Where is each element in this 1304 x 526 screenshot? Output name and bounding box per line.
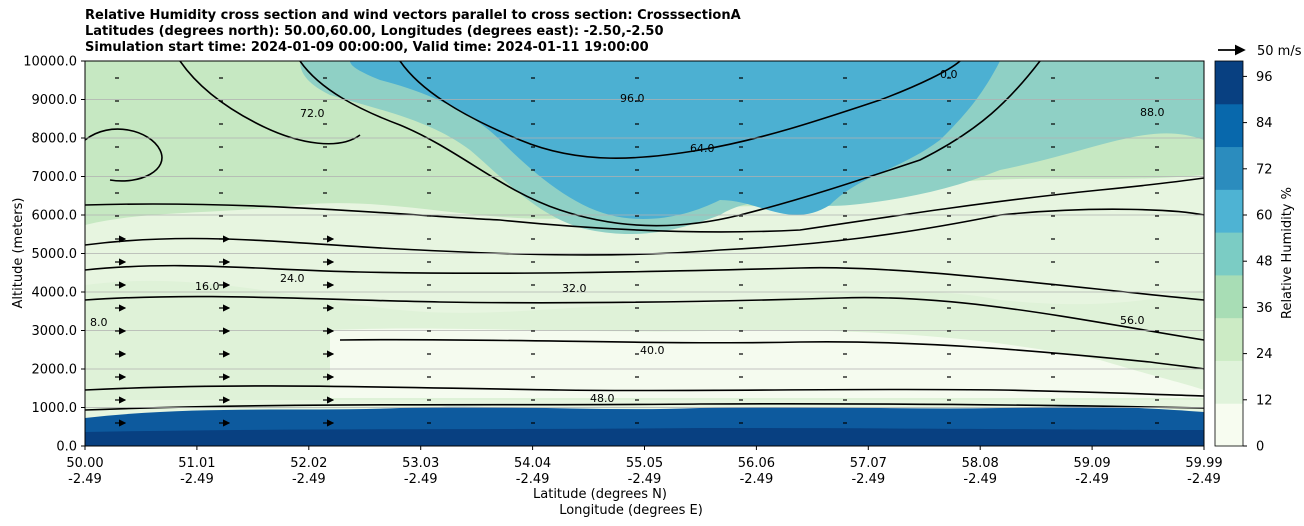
- plot-area: 8.0 16.0 24.0 32.0 40.0 48.0 56.0 64.0 72.0 88.0 9…: [85, 61, 1204, 446]
- chart-title-line-1: Relative Humidity cross section and wind…: [85, 8, 741, 23]
- colorbar-segment: [1215, 403, 1243, 447]
- rh-contour-line: [85, 295, 1204, 341]
- wind-reference-label: 50 m/s: [1257, 44, 1302, 59]
- rh-contour-line: [85, 208, 1204, 256]
- y-tick-label: 3000.0: [32, 324, 78, 339]
- rh-contour-line: [299, 61, 1041, 227]
- colorbar-segment: [1215, 360, 1243, 404]
- colorbar-label: Relative Humidity %: [1280, 187, 1295, 319]
- rh-fill-band: [350, 61, 1000, 220]
- rh-contour-line: [399, 61, 961, 159]
- colorbar-tick-label: 96: [1256, 70, 1273, 85]
- colorbar-tick-label: 12: [1256, 393, 1273, 408]
- rh-contour-line: [85, 403, 1204, 411]
- y-tick-label: 2000.0: [32, 363, 78, 378]
- colorbar-segment: [1215, 61, 1243, 105]
- contour-label: 8.0: [90, 316, 108, 329]
- colorbar-tick-label: 60: [1256, 209, 1273, 224]
- x-tick-label-latitude: 54.04: [514, 456, 551, 471]
- x-tick-label-longitude: -2.49: [404, 472, 438, 487]
- x-tick-label-longitude: -2.49: [516, 472, 550, 487]
- x-tick-label-longitude: -2.49: [1187, 472, 1221, 487]
- rh-contour-line: [85, 128, 163, 182]
- y-tick-label: 1000.0: [32, 401, 78, 416]
- y-tick-label: 9000.0: [32, 93, 78, 108]
- x-tick-label-latitude: 55.05: [626, 456, 663, 471]
- colorbar-segment: [1215, 232, 1243, 276]
- x-tick-label-longitude: -2.49: [68, 472, 102, 487]
- x-tick-label-longitude: -2.49: [1075, 472, 1109, 487]
- contour-label: 32.0: [562, 282, 587, 295]
- contour-label: 72.0: [300, 107, 325, 120]
- y-tick-label: 0.0: [56, 440, 77, 455]
- chart-title-line-3: Simulation start time: 2024-01-09 00:00:…: [85, 40, 649, 55]
- x-tick-label-latitude: 53.03: [402, 456, 439, 471]
- contour-label: 48.0: [590, 392, 615, 405]
- rh-contour-line: [85, 264, 1204, 301]
- y-tick-label: 5000.0: [32, 247, 78, 262]
- contour-label: 88.0: [1140, 106, 1165, 119]
- rh-fill-band: [85, 428, 1204, 446]
- colorbar-segment: [1215, 146, 1243, 190]
- x-tick-label-latitude: 56.06: [738, 456, 775, 471]
- colorbar-tick-label: 36: [1256, 301, 1273, 316]
- x-tick-label-latitude: 50.00: [66, 456, 103, 471]
- contour-label: 0.0: [940, 68, 958, 81]
- x-tick-label-longitude: -2.49: [292, 472, 326, 487]
- x-tick-label-latitude: 52.02: [290, 456, 327, 471]
- x-tick-label-longitude: -2.49: [180, 472, 214, 487]
- colorbar: 0 12 24 36 48 60 72 84 96: [1214, 60, 1273, 455]
- x-tick-label-latitude: 57.07: [850, 456, 887, 471]
- rh-contour-line: [339, 338, 1204, 370]
- x-tick-label-latitude: 51.01: [178, 456, 215, 471]
- rh-contour-line: [85, 177, 1204, 233]
- y-tick-label: 10000.0: [23, 55, 77, 70]
- contour-label: 40.0: [640, 344, 665, 357]
- y-tick-label: 6000.0: [32, 209, 78, 224]
- colorbar-tick-label: 24: [1256, 347, 1273, 362]
- colorbar-tick-label: 48: [1256, 255, 1273, 270]
- colorbar-segment: [1215, 103, 1243, 148]
- chart-title-line-2: Latitudes (degrees north): 50.00,60.00, …: [85, 24, 664, 39]
- x-tick-label-longitude: -2.49: [963, 472, 997, 487]
- contour-label: 24.0: [280, 272, 305, 285]
- x-tick-label-longitude: -2.49: [740, 472, 774, 487]
- x-tick-label-latitude: 59.99: [1185, 456, 1222, 471]
- x-axis-label-longitude: Longitude (degrees E): [559, 503, 703, 518]
- x-axis-label-latitude: Latitude (degrees N): [533, 487, 667, 502]
- colorbar-segment: [1215, 274, 1243, 319]
- colorbar-segment: [1215, 189, 1243, 233]
- x-tick-label-longitude: -2.49: [851, 472, 885, 487]
- colorbar-tick-label: 72: [1256, 162, 1273, 177]
- contour-label: 16.0: [195, 280, 220, 293]
- colorbar-frame: [1214, 60, 1244, 447]
- rh-contour-line: [85, 385, 1204, 397]
- contour-label: 96.0: [620, 92, 645, 105]
- colorbar-tick-label: 84: [1256, 116, 1273, 131]
- contour-label: 56.0: [1120, 314, 1145, 327]
- rh-fill-band: [330, 328, 1204, 398]
- y-tick-label: 4000.0: [32, 286, 78, 301]
- colorbar-tick-label: 0: [1256, 440, 1264, 455]
- x-tick-label-latitude: 59.09: [1073, 456, 1110, 471]
- y-axis-label: Altitude (meters): [11, 198, 26, 309]
- wind-reference-key: 50 m/s: [1218, 44, 1302, 59]
- y-tick-label: 7000.0: [32, 170, 78, 185]
- contour-label: 64.0: [690, 142, 715, 155]
- rh-contour-line: [179, 61, 361, 145]
- colorbar-segment: [1215, 317, 1243, 361]
- x-tick-label-longitude: -2.49: [628, 472, 662, 487]
- y-tick-label: 8000.0: [32, 132, 78, 147]
- x-tick-label-latitude: 58.08: [962, 456, 999, 471]
